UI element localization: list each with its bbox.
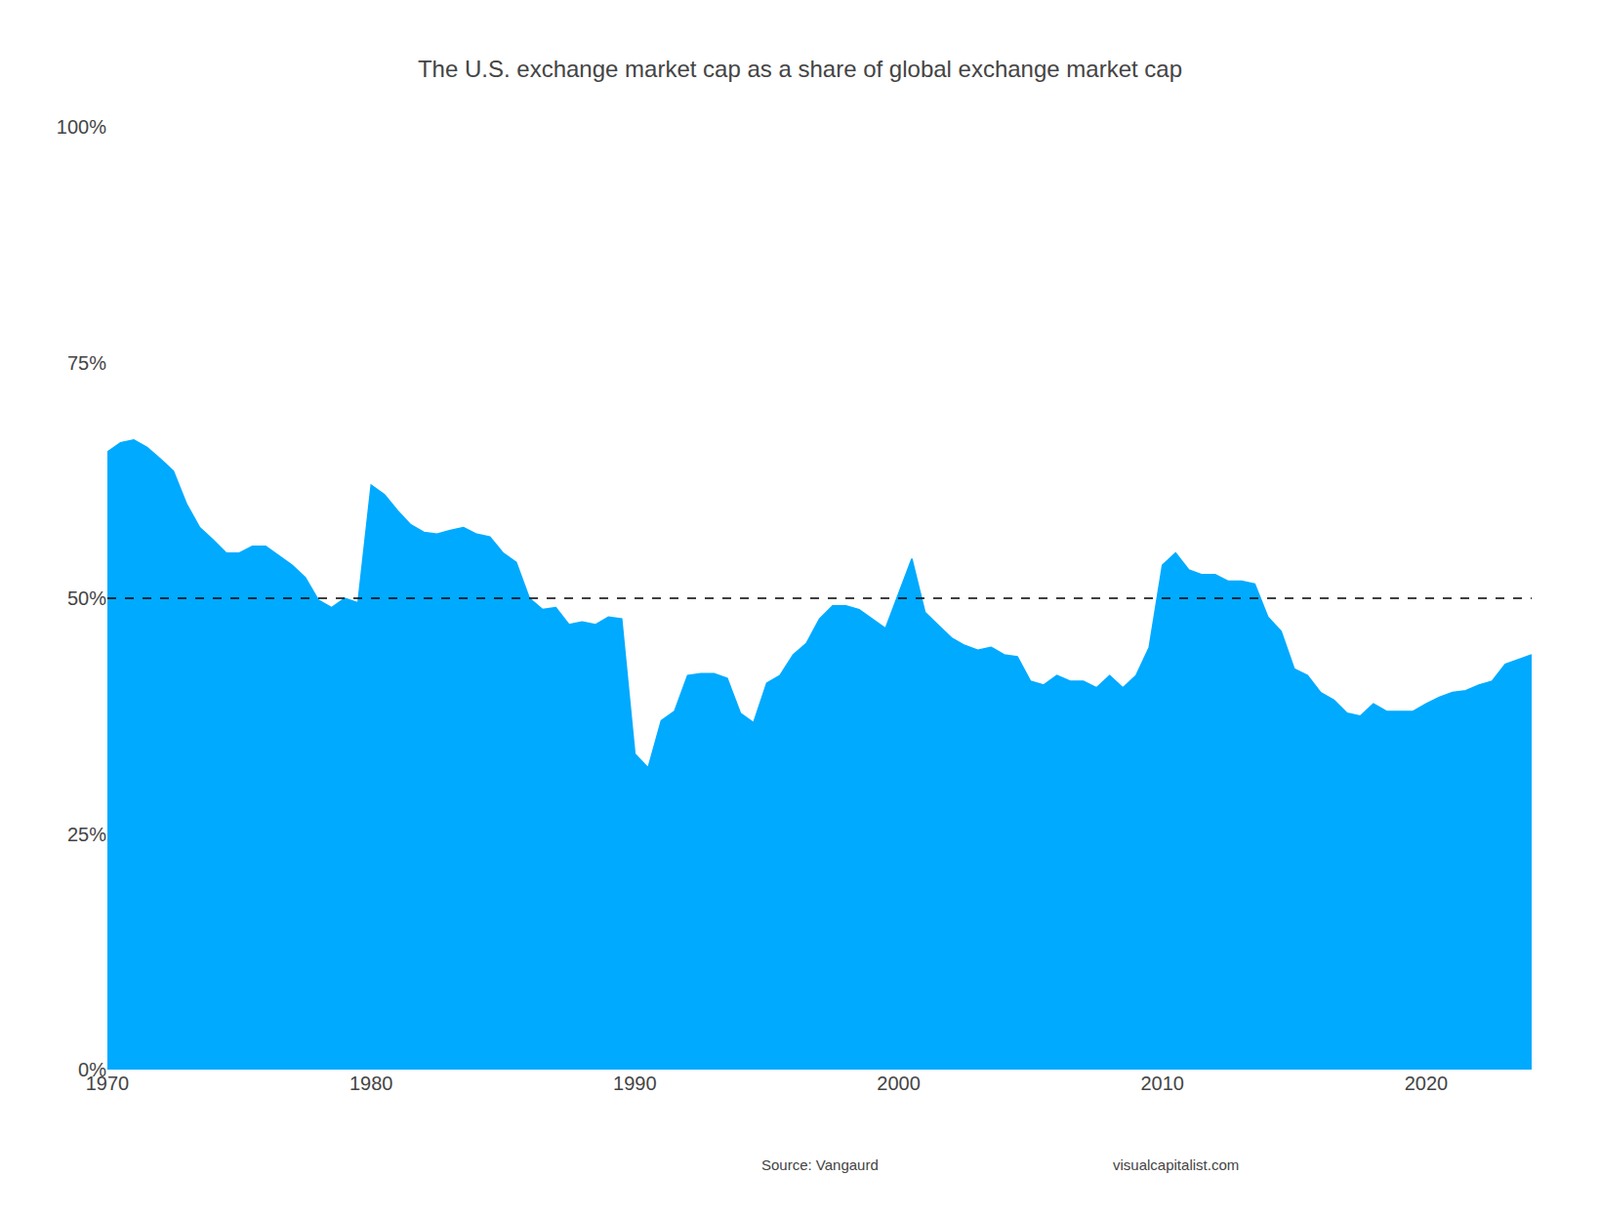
svg-text:75%: 75%	[67, 352, 107, 374]
svg-text:1980: 1980	[349, 1072, 394, 1095]
svg-text:visualcapitalist.com: visualcapitalist.com	[1112, 1156, 1239, 1174]
svg-text:100%: 100%	[56, 116, 107, 138]
svg-text:1990: 1990	[613, 1072, 657, 1095]
svg-text:The U.S. exchange market cap a: The U.S. exchange market cap as a share …	[417, 55, 1183, 83]
svg-text:1970: 1970	[85, 1072, 130, 1095]
svg-text:Source: Vangaurd: Source: Vangaurd	[761, 1156, 879, 1174]
svg-text:50%: 50%	[67, 587, 107, 610]
svg-text:0%: 0%	[78, 1059, 107, 1081]
svg-text:2000: 2000	[876, 1072, 921, 1095]
svg-text:25%: 25%	[67, 823, 107, 846]
svg-text:2020: 2020	[1404, 1072, 1449, 1095]
svg-text:2010: 2010	[1140, 1072, 1185, 1095]
